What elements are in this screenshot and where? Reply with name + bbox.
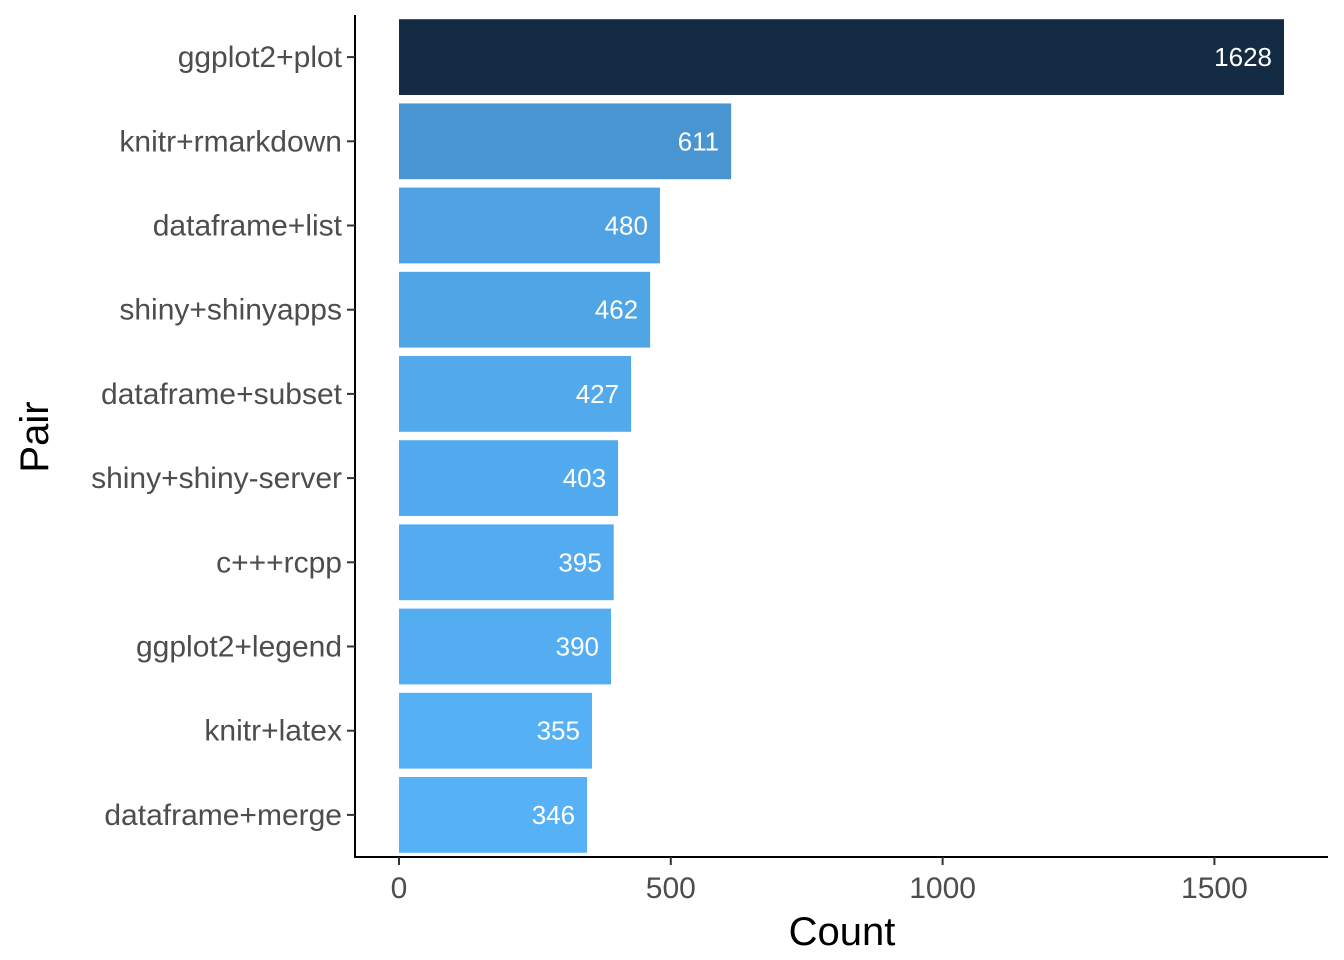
bar-value-label-4: 427	[576, 379, 619, 409]
bar-value-label-0: 1628	[1214, 42, 1272, 72]
x-tick-label-2: 1000	[909, 872, 976, 905]
y-ticks-group: ggplot2+plot knitr+rmarkdown dataframe+lis…	[91, 41, 355, 832]
bar-value-label-2: 480	[605, 211, 648, 241]
y-tick-label-9: dataframe+merge	[104, 799, 342, 832]
bar-value-label-9: 346	[532, 800, 575, 830]
y-tick-label-5: shiny+shiny-server	[91, 462, 342, 495]
bar-6	[399, 524, 614, 601]
bar-value-label-6: 395	[558, 547, 601, 577]
y-tick-label-1: knitr+rmarkdown	[119, 125, 342, 158]
bar-2	[399, 187, 660, 264]
y-tick-label-6: c+++rcpp	[216, 546, 342, 579]
bar-3	[399, 271, 651, 348]
y-axis-title: Pair	[13, 401, 57, 472]
bar-9	[399, 777, 588, 853]
bar-5	[399, 440, 619, 516]
y-tick-label-7: ggplot2+legend	[136, 631, 342, 664]
y-tick-label-3: shiny+shinyapps	[119, 294, 342, 327]
x-tick-label-1: 500	[646, 872, 696, 905]
bar-value-label-1: 611	[678, 126, 719, 156]
y-tick-label-8: knitr+latex	[204, 715, 342, 748]
bar-7	[399, 608, 612, 685]
bar-8	[399, 692, 592, 769]
x-tick-label-3: 1500	[1181, 872, 1248, 905]
y-tick-label-2: dataframe+list	[153, 210, 343, 243]
y-tick-label-4: dataframe+subset	[101, 378, 343, 411]
bar-0	[399, 19, 1284, 95]
bar-labels-group: 1628 611 480 462 427 403 395 390 355 346	[532, 42, 1272, 830]
x-tick-label-0: 0	[391, 872, 408, 905]
bar-4	[399, 356, 632, 432]
x-ticks-group: 0 500 1000 1500	[391, 857, 1248, 905]
bar-value-label-3: 462	[595, 295, 638, 325]
bars-group	[399, 19, 1284, 853]
bar-value-label-5: 403	[563, 463, 606, 493]
bar-1	[399, 103, 732, 180]
x-axis-title: Count	[789, 910, 896, 954]
bar-value-label-8: 355	[537, 716, 580, 746]
y-tick-label-0: ggplot2+plot	[178, 41, 343, 74]
bar-value-label-7: 390	[556, 632, 599, 662]
